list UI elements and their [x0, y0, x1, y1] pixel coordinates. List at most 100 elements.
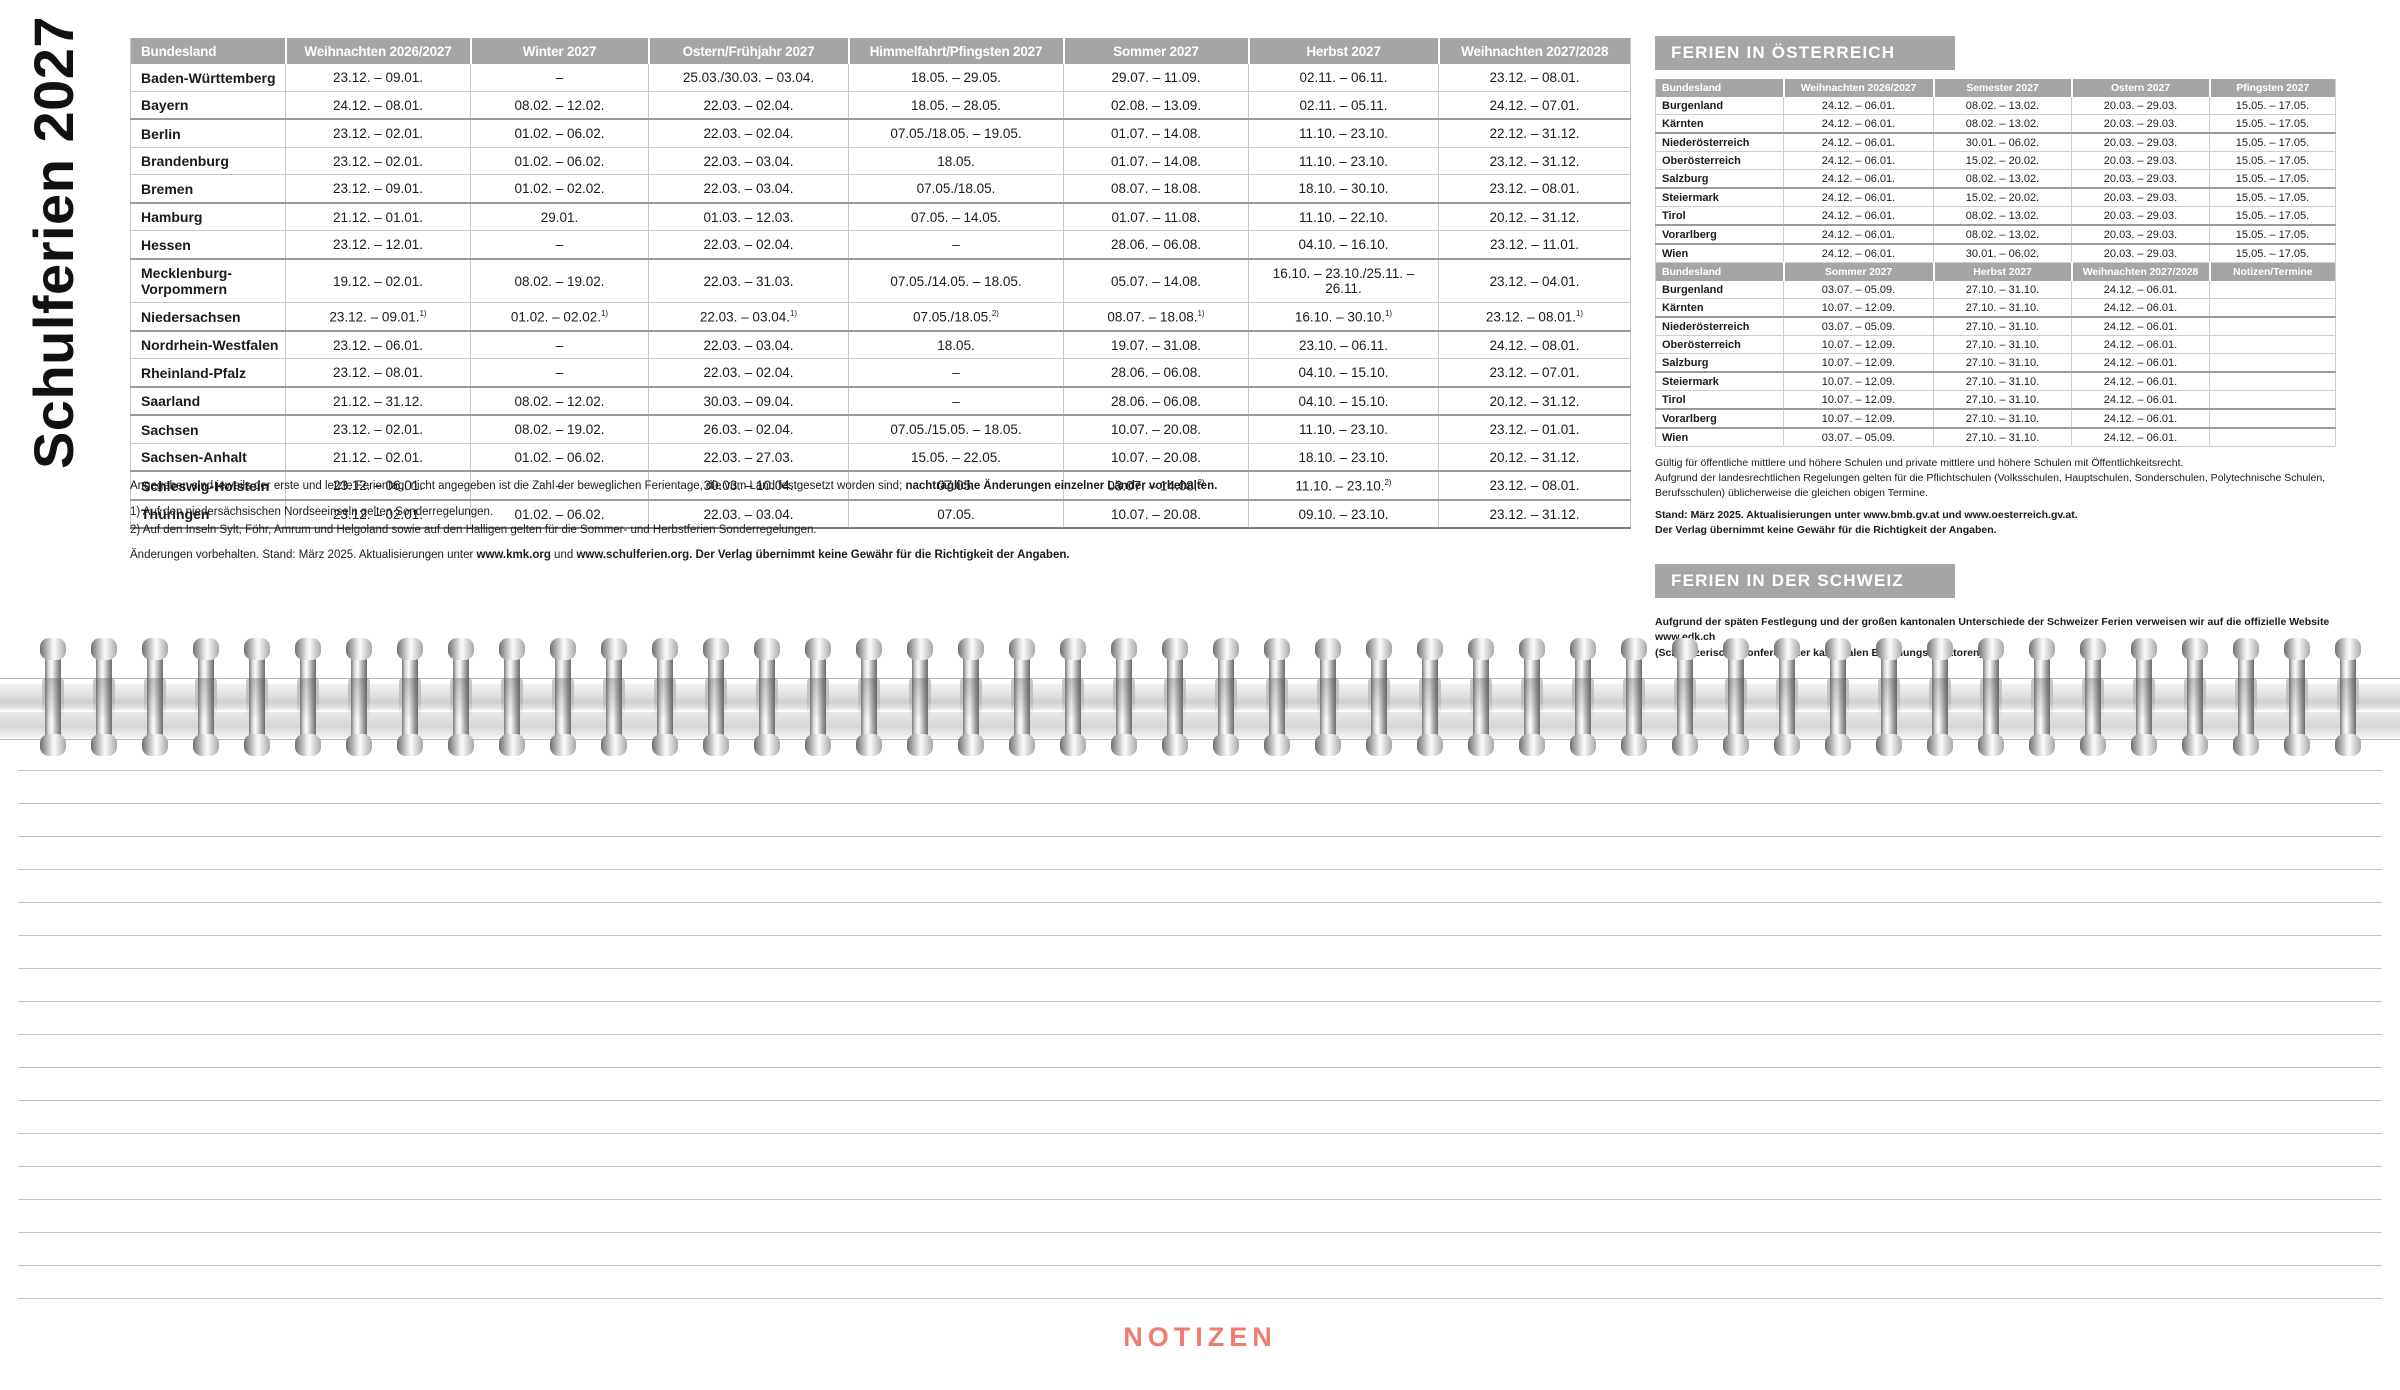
- table-row[interactable]: Saarland 21.12. – 31.12. 08.02. – 12.02. 30…: [130, 386, 1631, 416]
- spiral-binding: [0, 638, 2400, 758]
- austria-note-4[interactable]: Stand: März 2025. Aktualisierungen unter…: [1655, 508, 2078, 521]
- cell-weihnachten_nach: 20.12. – 31.12.: [1438, 202, 1631, 231]
- note-line[interactable]: [18, 1232, 2382, 1233]
- table-row[interactable]: Wien 24.12. – 06.01. 30.01. – 06.02. 20.03.…: [1655, 244, 2336, 263]
- table-row[interactable]: Sachsen-Anhalt 21.12. – 02.01. 01.02. – 06…: [130, 443, 1631, 472]
- at-top-cell-weihnachten: 24.12. – 06.01.: [1783, 225, 1934, 245]
- at-top-cell-semester: 30.01. – 06.02.: [1933, 133, 2072, 152]
- table-row[interactable]: Baden-Württemberg 23.12. – 09.01. –25.03./…: [130, 64, 1631, 92]
- table-row[interactable]: Niederösterreich 24.12. – 06.01. 30.01. – …: [1655, 133, 2336, 152]
- cell-sommer: 28.06. – 06.08.: [1063, 386, 1249, 416]
- table-row[interactable]: Rheinland-Pfalz 23.12. – 08.01. –22.03. – …: [130, 358, 1631, 388]
- table-row[interactable]: Wien 03.07. – 05.09. 27.10. – 31.10. 24.12.…: [1655, 428, 2336, 447]
- table-row[interactable]: Burgenland 24.12. – 06.01. 08.02. – 13.02.…: [1655, 97, 2336, 115]
- at-top-cell-ostern: 20.03. – 29.03.: [2071, 97, 2210, 115]
- austria-note-1: Gültig für öffentliche mittlere und höhe…: [1655, 457, 2184, 469]
- binding-coil: [1111, 638, 1137, 756]
- table-row[interactable]: Steiermark 10.07. – 12.09. 27.10. – 31.10.…: [1655, 372, 2336, 391]
- at-bot-cell-herbst: 27.10. – 31.10.: [1933, 353, 2072, 373]
- table-row[interactable]: Thüringen 23.12. – 02.01. 01.02. – 06.02. 2…: [130, 499, 1631, 529]
- germany-footnotes: Angegeben sind jeweils der erste und let…: [130, 478, 1540, 565]
- cell-sommer: 08.07. – 18.08.: [1063, 174, 1249, 204]
- cell-bundesland: Hamburg: [130, 202, 286, 231]
- cell-winter: 01.02. – 06.02.: [470, 119, 649, 148]
- note-line[interactable]: [18, 1067, 2382, 1068]
- table-row[interactable]: Schleswig-Holstein 23.12. – 06.01. –30.03.…: [130, 471, 1631, 501]
- cell-ostern: 30.03. – 10.04.: [648, 471, 849, 501]
- at-top-cell-semester: 30.01. – 06.02.: [1933, 244, 2072, 263]
- note-line[interactable]: [18, 902, 2382, 903]
- germany-holidays-table-container: Bundesland Weihnachten 2026/2027 Winter …: [130, 38, 1631, 529]
- table-row[interactable]: Niederösterreich 03.07. – 05.09. 27.10. – …: [1655, 317, 2336, 336]
- at-top-cell-ostern: 20.03. – 29.03.: [2071, 169, 2210, 189]
- cell-weihnachten_vor: 23.12. – 02.01.: [285, 147, 471, 175]
- table-row[interactable]: Oberösterreich 24.12. – 06.01. 15.02. – 20…: [1655, 151, 2336, 170]
- at-bot-cell-herbst: 27.10. – 31.10.: [1933, 281, 2072, 299]
- note-line[interactable]: [18, 1100, 2382, 1101]
- table-row[interactable]: Berlin 23.12. – 02.01. 01.02. – 06.02. 22.0…: [130, 119, 1631, 148]
- at-top-cell-ostern: 20.03. – 29.03.: [2071, 188, 2210, 207]
- cell-weihnachten_nach: 23.12. – 08.01.: [1438, 471, 1631, 501]
- at-bot-cell-sommer: 10.07. – 12.09.: [1783, 409, 1934, 429]
- at-top-cell-weihnachten: 24.12. – 06.01.: [1783, 133, 1934, 152]
- notes-lines-area[interactable]: [0, 770, 2400, 1330]
- note-line[interactable]: [18, 869, 2382, 870]
- cell-pfingsten: 15.05. – 22.05.: [848, 443, 1064, 472]
- note-line[interactable]: [18, 935, 2382, 936]
- table-row[interactable]: Brandenburg 23.12. – 02.01. 01.02. – 06.02…: [130, 147, 1631, 175]
- table-row[interactable]: Steiermark 24.12. – 06.01. 15.02. – 20.02.…: [1655, 188, 2336, 207]
- binding-coil: [2335, 638, 2361, 756]
- cell-winter: –: [470, 471, 649, 501]
- cell-bundesland: Burgenland: [1655, 97, 1784, 115]
- cell-sommer: 01.07. – 14.08.: [1063, 147, 1249, 175]
- cell-herbst: 11.10. – 23.10.: [1248, 147, 1439, 175]
- table-row[interactable]: Hamburg 21.12. – 01.01. 29.01. 01.03. – 12.…: [130, 202, 1631, 231]
- switzerland-note-1[interactable]: Aufgrund der späten Festlegung und der g…: [1655, 616, 2330, 643]
- table-row[interactable]: Mecklenburg-Vorpommern 19.12. – 02.01. 08.…: [130, 258, 1631, 303]
- binding-coil: [40, 638, 66, 756]
- link-schulferien[interactable]: www.schulferien.org. Der Verlag übernimm…: [576, 549, 1070, 562]
- note-line[interactable]: [18, 803, 2382, 804]
- cell-weihnachten_vor: 23.12. – 06.01.: [285, 330, 471, 359]
- table-row[interactable]: Vorarlberg 24.12. – 06.01. 08.02. – 13.02.…: [1655, 225, 2336, 245]
- table-row[interactable]: Hessen 23.12. – 12.01. –22.03. – 02.04. –28…: [130, 230, 1631, 260]
- footnote-marker: 2): [1197, 477, 1205, 487]
- table-row[interactable]: Tirol 10.07. – 12.09. 27.10. – 31.10. 24.12…: [1655, 390, 2336, 410]
- at-top-cell-ostern: 20.03. – 29.03.: [2071, 133, 2210, 152]
- cell-sommer: 19.07. – 31.08.: [1063, 330, 1249, 359]
- binding-coil: [1723, 638, 1749, 756]
- note-line[interactable]: [18, 1001, 2382, 1002]
- table-row[interactable]: Sachsen 23.12. – 02.01. 08.02. – 19.02. 26.…: [130, 415, 1631, 444]
- link-kmk[interactable]: www.kmk.org: [476, 549, 551, 562]
- austria-bottom-header-row: Bundesland Sommer 2027 Herbst 2027 Weihn…: [1655, 262, 2336, 281]
- table-row[interactable]: Salzburg 24.12. – 06.01. 08.02. – 13.02. 20…: [1655, 169, 2336, 189]
- note-line[interactable]: [18, 1199, 2382, 1200]
- table-row[interactable]: Bayern 24.12. – 08.01. 08.02. – 12.02. 22.0…: [130, 91, 1631, 120]
- table-row[interactable]: Kärnten 10.07. – 12.09. 27.10. – 31.10. 24.…: [1655, 298, 2336, 318]
- binding-coil: [1621, 638, 1647, 756]
- table-row[interactable]: Nordrhein-Westfalen 23.12. – 06.01. –22.03…: [130, 330, 1631, 359]
- cell-bundesland: Vorarlberg: [1655, 225, 1784, 245]
- cell-weihnachten_nach: 23.12. – 01.01.: [1438, 415, 1631, 444]
- footnote-marker: 2): [1384, 477, 1392, 487]
- table-row[interactable]: Bremen 23.12. – 09.01. 01.02. – 02.02. 22.0…: [130, 174, 1631, 204]
- footnote-marker: 1): [600, 308, 609, 318]
- note-line[interactable]: [18, 1265, 2382, 1266]
- table-row[interactable]: Niedersachsen 23.12. – 09.01.1) 01.02. – 0…: [130, 302, 1631, 332]
- table-row[interactable]: Tirol 24.12. – 06.01. 08.02. – 13.02. 20.03…: [1655, 206, 2336, 226]
- note-line[interactable]: [18, 836, 2382, 837]
- table-row[interactable]: Vorarlberg 10.07. – 12.09. 27.10. – 31.10.…: [1655, 409, 2336, 429]
- note-line[interactable]: [18, 1298, 2382, 1299]
- table-row[interactable]: Burgenland 03.07. – 05.09. 27.10. – 31.10.…: [1655, 281, 2336, 299]
- table-row[interactable]: Salzburg 10.07. – 12.09. 27.10. – 31.10. 24…: [1655, 353, 2336, 373]
- note-line[interactable]: [18, 1133, 2382, 1134]
- table-row[interactable]: Oberösterreich 10.07. – 12.09. 27.10. – 31…: [1655, 335, 2336, 354]
- note-line[interactable]: [18, 770, 2382, 771]
- germany-table-body: Baden-Württemberg 23.12. – 09.01. –25.03./…: [130, 64, 1631, 529]
- cell-sommer: 01.07. – 11.08.: [1063, 202, 1249, 231]
- note-line[interactable]: [18, 968, 2382, 969]
- table-row[interactable]: Kärnten 24.12. – 06.01. 08.02. – 13.02. 20.…: [1655, 114, 2336, 134]
- note-line[interactable]: [18, 1166, 2382, 1167]
- note-line[interactable]: [18, 1034, 2382, 1035]
- cell-bundesland: Bremen: [130, 174, 286, 204]
